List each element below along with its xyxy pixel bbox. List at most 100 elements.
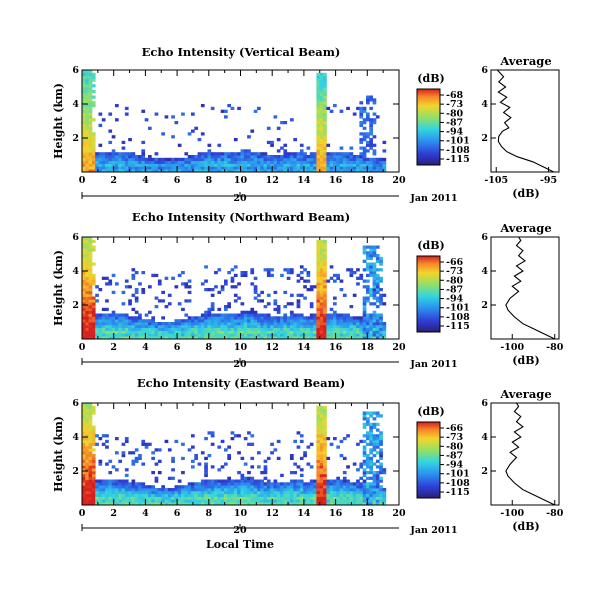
heatmap-cell	[286, 163, 291, 167]
heatmap-cell	[85, 417, 89, 421]
heatmap-cell	[82, 290, 86, 295]
heatmap-cell	[217, 322, 222, 326]
heatmap-cell	[369, 442, 373, 446]
heatmap-cell	[270, 160, 274, 164]
heatmap-cell	[280, 322, 284, 326]
heatmap-cell	[88, 163, 93, 167]
heatmap-cell	[379, 496, 383, 500]
heatmap-cell	[220, 465, 225, 469]
heatmap-cell	[118, 322, 122, 326]
heatmap-cell	[346, 169, 350, 173]
x-tick-label: 16	[329, 342, 343, 353]
heatmap-cell	[362, 445, 367, 449]
heatmap-cell	[171, 333, 175, 337]
heatmap-cell	[194, 456, 198, 461]
profile-plot: 246-105 -95	[481, 65, 557, 186]
heatmap-cell	[134, 499, 139, 503]
heatmap-cell	[151, 316, 155, 320]
heatmap-cell	[250, 271, 255, 275]
heatmap-cell	[88, 476, 93, 480]
heatmap-cell	[214, 493, 218, 497]
heatmap-cell	[214, 490, 218, 495]
heatmap-cell	[184, 496, 189, 500]
heatmap-cell	[121, 490, 126, 495]
heatmap-cell	[91, 72, 96, 77]
heatmap-cell	[369, 290, 373, 295]
heatmap-cell	[161, 157, 165, 162]
heatmap-cell	[356, 333, 360, 337]
colorbar-tick-label: -108	[446, 478, 470, 489]
heatmap-cell	[85, 81, 89, 85]
heatmap-cell	[266, 140, 271, 145]
heatmap-cell	[296, 327, 301, 331]
heatmap-cell	[171, 468, 175, 472]
heatmap-cell	[204, 157, 208, 162]
heatmap-cell	[85, 405, 89, 410]
heatmap-cell	[131, 482, 136, 486]
heatmap-cell	[187, 163, 192, 167]
heatmap-cell	[174, 496, 179, 500]
heatmap-cell	[243, 479, 248, 483]
heatmap-cell	[369, 95, 373, 99]
heatmap-cell	[115, 166, 119, 170]
heatmap-cell	[303, 169, 307, 173]
heatmap-cell	[250, 482, 255, 486]
heatmap-cell	[276, 488, 281, 492]
heatmap-cell	[191, 155, 195, 159]
heatmap-cell	[313, 502, 317, 506]
heatmap-cell	[247, 163, 251, 167]
heatmap-cell	[240, 155, 245, 159]
heatmap-cell	[108, 333, 113, 337]
heatmap-cell	[220, 152, 225, 156]
heatmap-cell	[187, 132, 192, 136]
heatmap-cell	[85, 265, 89, 269]
heatmap-cell	[319, 157, 324, 162]
heatmap-cell	[316, 422, 321, 427]
heatmap-cell	[366, 169, 370, 173]
heatmap-cell	[316, 115, 321, 119]
heatmap-cell	[329, 493, 334, 497]
heatmap-cell	[290, 471, 294, 475]
heatmap-cell	[299, 493, 304, 497]
heatmap-cell	[131, 479, 136, 483]
heatmap-cell	[283, 157, 288, 162]
heatmap-cell	[336, 163, 340, 167]
heatmap-cell	[141, 271, 146, 275]
heatmap-cell	[329, 152, 334, 156]
heatmap-cell	[276, 322, 281, 326]
heatmap-cell	[323, 72, 327, 77]
heatmap-cell	[167, 327, 172, 331]
heatmap-cell	[224, 282, 228, 286]
heatmap-cell	[369, 414, 373, 418]
heatmap-cell	[184, 499, 189, 503]
heatmap-cell	[85, 239, 89, 244]
heatmap-cell	[319, 152, 324, 156]
heatmap-cell	[210, 305, 215, 309]
heatmap-cell	[187, 324, 192, 329]
heatmap-cell	[98, 493, 103, 497]
heatmap-cell	[105, 276, 109, 280]
heatmap-cell	[313, 155, 317, 159]
heatmap-cell	[134, 496, 139, 500]
heatmap-cell	[362, 245, 367, 249]
heatmap-cell	[85, 428, 89, 432]
heatmap-cell	[319, 333, 324, 337]
heatmap-cell	[296, 302, 301, 306]
heatmap-cell	[379, 256, 383, 261]
heatmap-cell	[290, 336, 294, 340]
heatmap-cell	[227, 305, 231, 309]
heatmap-cell	[88, 439, 93, 444]
heatmap-cell	[375, 282, 380, 286]
colorbar-tick-label: -94	[446, 294, 464, 305]
heatmap-cell	[85, 262, 89, 266]
heatmap-cell	[171, 169, 175, 173]
heatmap-cell	[82, 149, 86, 153]
heatmap-cell	[177, 302, 182, 306]
heatmap-cell	[167, 324, 172, 329]
heatmap-cell	[336, 313, 340, 317]
heatmap-cell	[91, 408, 96, 412]
heatmap-cell	[253, 330, 258, 334]
heatmap-cell	[207, 490, 212, 495]
heatmap-cell	[88, 123, 93, 128]
heatmap-cell	[253, 493, 258, 497]
